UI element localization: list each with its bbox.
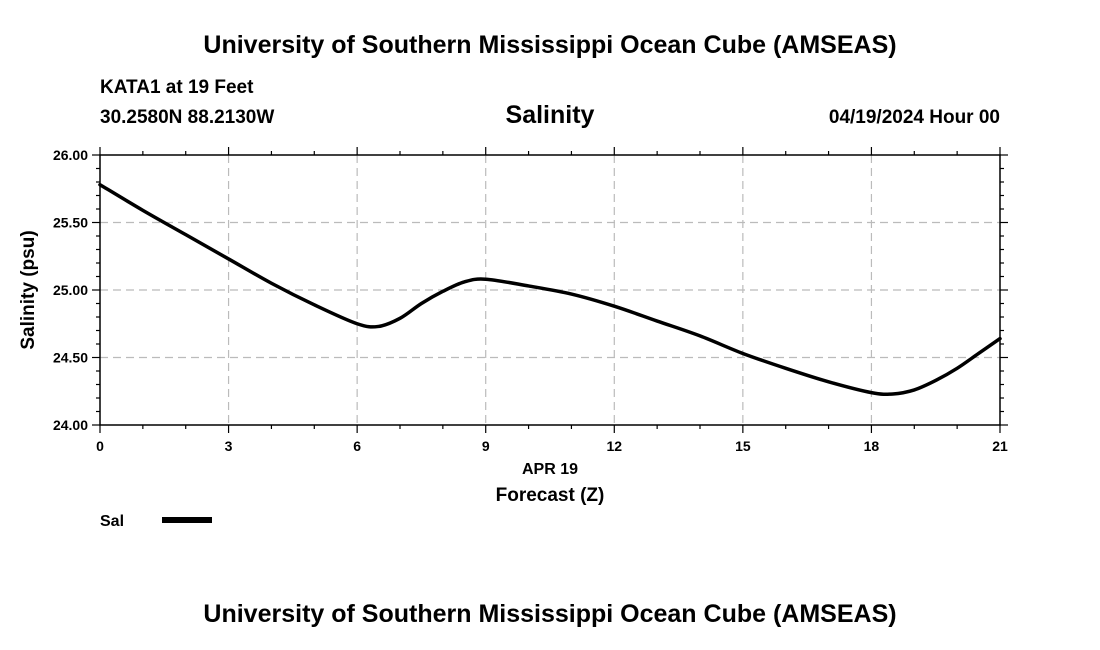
x-tick-label: 9 [482, 438, 490, 454]
x-tick-label: 6 [353, 438, 361, 454]
y-tick-label: 25.50 [53, 215, 88, 231]
x-tick-label: 3 [225, 438, 233, 454]
x-tick-label: 0 [96, 438, 104, 454]
page-title-top: University of Southern Mississippi Ocean… [203, 31, 897, 59]
x-tick-label: 15 [735, 438, 751, 454]
y-tick-label: 26.00 [53, 147, 88, 163]
x-tick-labels: 0 3 6 9 12 15 18 21 [96, 438, 1008, 454]
forecast-datetime: 04/19/2024 Hour 00 [828, 107, 1000, 128]
x-tick-label: 18 [864, 438, 880, 454]
station-coordinates: 30.2580N 88.2130W [100, 107, 275, 128]
y-axis-label: Salinity (psu) [18, 230, 39, 349]
page-title-bottom: University of Southern Mississippi Ocean… [203, 600, 897, 628]
y-tick-labels: 24.00 24.50 25.00 25.50 26.00 [53, 147, 88, 433]
station-label: KATA1 at 19 Feet [100, 77, 254, 98]
x-axis-sublabel: APR 19 [522, 461, 578, 478]
y-tick-label: 25.00 [53, 282, 88, 298]
x-axis-label: Forecast (Z) [496, 485, 605, 506]
y-tick-label: 24.00 [53, 417, 88, 433]
axis-ticks [92, 147, 1008, 433]
legend-label: Sal [100, 513, 124, 530]
chart-title: Salinity [505, 101, 595, 129]
y-tick-label: 24.50 [53, 350, 88, 366]
series-line-sal [98, 182, 1002, 397]
x-tick-label: 21 [992, 438, 1008, 454]
x-tick-label: 12 [606, 438, 622, 454]
